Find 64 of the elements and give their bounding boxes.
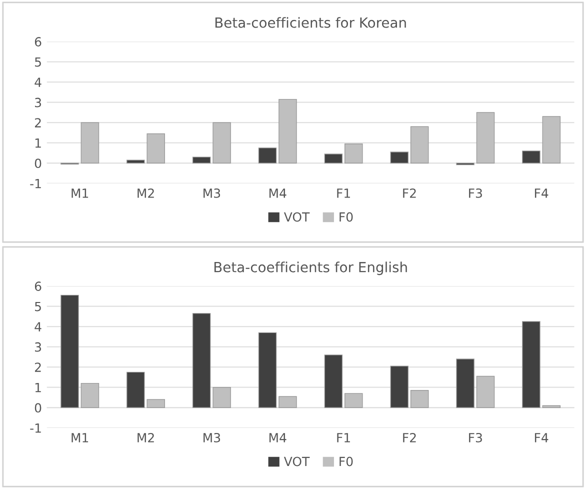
bar [80,122,100,164]
x-tick-label: M4 [269,433,286,442]
bar [258,148,277,164]
y-tick-label: 2 [34,118,41,128]
y-tick-label: 2 [34,362,41,372]
bar [542,405,561,408]
bar [324,354,343,408]
x-tick-label: F1 [337,433,350,442]
y-tick-label: 6 [34,282,42,291]
legend-label: F0 [340,212,353,222]
bar [456,358,474,408]
bar [542,116,561,164]
bar [60,294,79,408]
bar [476,112,495,164]
x-tick-label: F3 [469,188,482,198]
y-tick-label: 4 [34,322,42,332]
bar [522,321,540,408]
x-tick-label: M1 [72,433,88,442]
x-tick-label: F3 [469,432,482,442]
x-tick-label: M2 [138,188,154,198]
bar [410,390,429,408]
bar [410,126,429,164]
bar [278,98,297,164]
y-tick-label: 5 [35,57,41,67]
bar [390,366,408,408]
bar [212,122,231,164]
bar [192,313,211,408]
y-tick-label: 0 [34,403,42,413]
y-tick-label: -1 [30,179,41,188]
y-tick-label: 3 [35,98,42,108]
y-tick-label: 5 [35,302,41,312]
y-tick-label: -1 [30,424,41,433]
legend-label: VOT [284,212,310,222]
x-tick-label: F4 [534,433,548,442]
x-tick-label: M4 [269,188,286,198]
x-tick-label: F2 [403,188,416,198]
y-tick-label: 1 [35,382,41,392]
bar [192,156,211,164]
x-tick-label: M3 [204,188,220,198]
bar [476,376,495,408]
y-tick-label: 3 [35,342,42,352]
bar [344,144,363,164]
y-tick-label: 1 [35,138,41,148]
bar [344,393,363,408]
bar [390,152,408,164]
legend-label: F0 [340,456,353,466]
x-tick-label: M1 [72,188,88,198]
x-tick-label: F2 [403,432,416,442]
bar [278,396,297,408]
bar [212,387,231,408]
x-tick-label: M3 [204,432,220,442]
chart-title: Beta-coefficients for Korean [215,17,406,28]
bar [258,332,277,408]
chart-title: Beta-coefficients for English [214,262,407,276]
x-tick-label: F1 [337,188,350,198]
bar [324,154,343,164]
x-tick-label: F4 [534,188,548,198]
y-tick-label: 4 [34,78,42,87]
y-tick-label: 6 [34,37,42,46]
x-tick-label: M2 [138,432,154,442]
legend-label: VOT [284,456,310,466]
bar [522,150,540,164]
bar [80,382,100,408]
y-tick-label: 0 [34,158,42,168]
